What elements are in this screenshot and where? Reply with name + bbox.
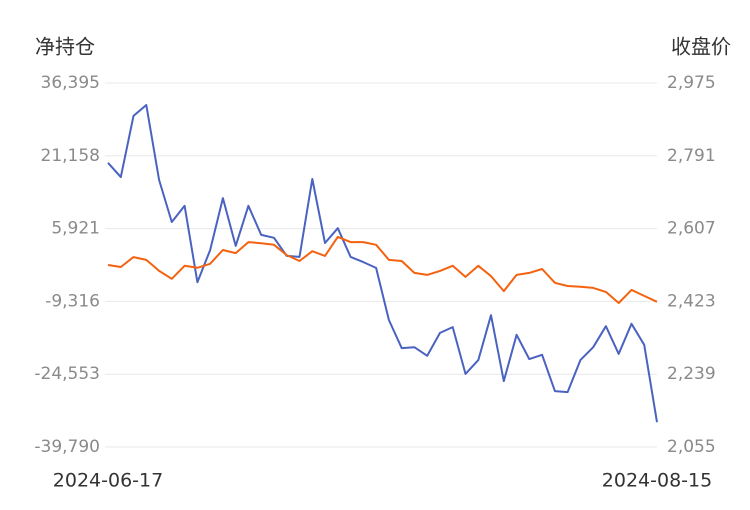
y2-tick-label: 2,791: [667, 146, 716, 166]
x-tick-label: 2024-06-17: [53, 470, 163, 492]
y2-tick-label: 2,423: [667, 291, 716, 311]
series-line: [107, 104, 658, 423]
y-tick-label: -24,553: [34, 364, 100, 384]
y-tick-label: 36,395: [41, 73, 100, 93]
y2-tick-label: 2,239: [667, 364, 716, 384]
y-tick-label: -39,790: [34, 437, 100, 457]
x-tick-label: 2024-08-15: [602, 470, 712, 492]
y-axis-title: 净持仓: [35, 35, 95, 59]
y2-tick-label: 2,975: [667, 73, 716, 93]
series-line: [107, 235, 658, 304]
y-tick-label: 21,158: [41, 146, 100, 166]
y-tick-label: 5,921: [51, 219, 100, 239]
y2-tick-label: 2,607: [667, 219, 716, 239]
y2-tick-label: 2,055: [667, 437, 716, 457]
y-tick-label: -9,316: [45, 291, 100, 311]
y2-axis-title: 收盘价: [671, 35, 731, 59]
